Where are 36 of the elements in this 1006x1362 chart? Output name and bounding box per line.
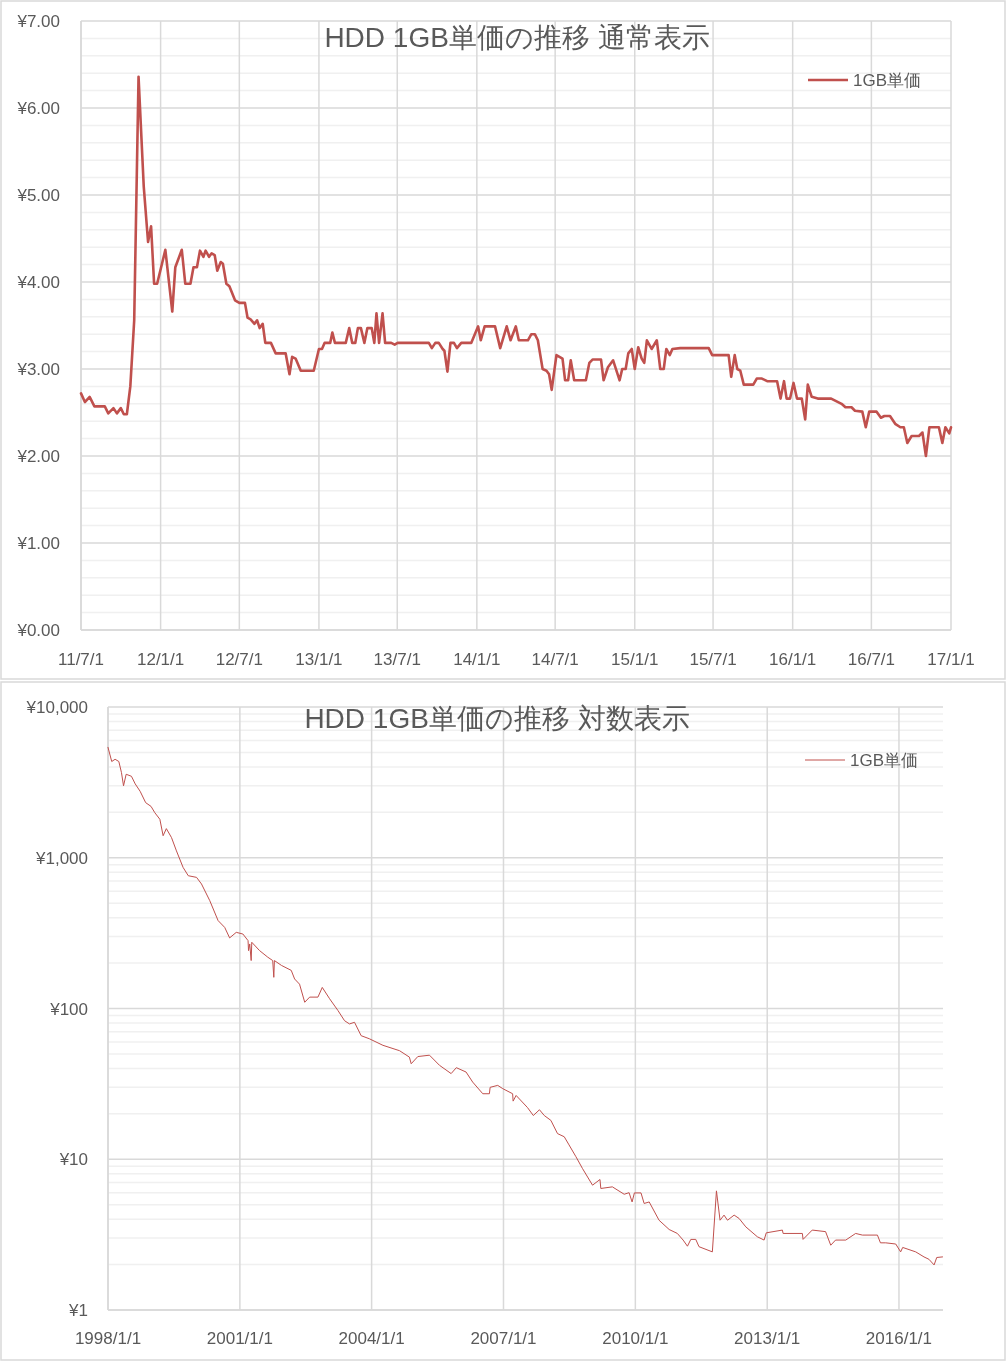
y-tick-label: ¥10 [58, 1150, 88, 1170]
x-tick-label: 15/1/1 [611, 650, 659, 669]
x-tick-label: 2007/1/1 [470, 1329, 537, 1348]
x-tick-label: 12/1/1 [136, 650, 185, 669]
y-tick-label: ¥6.00 [16, 99, 60, 118]
y-tick-label: ¥1,000 [35, 848, 88, 868]
x-tick-label: 14/1/1 [453, 650, 501, 669]
y-tick-label: ¥2.00 [16, 447, 60, 466]
x-tick-label: 2013/1/1 [734, 1329, 801, 1348]
x-tick-label: 14/7/1 [531, 650, 579, 669]
x-tick-label: 13/7/1 [373, 650, 421, 669]
x-tick-label: 2004/1/1 [338, 1329, 405, 1348]
x-tick-label: 13/1/1 [295, 650, 343, 669]
chart-title: HDD 1GB単価の推移 対数表示 [304, 703, 690, 734]
y-tick-label: ¥10,000 [25, 698, 88, 717]
y-tick-label: ¥1 [68, 1301, 88, 1320]
chart-title: HDD 1GB単価の推移 通常表示 [324, 22, 710, 53]
y-tick-label: ¥100 [49, 999, 88, 1019]
x-tick-label: 15/7/1 [689, 650, 737, 669]
x-tick-label: 2010/1/1 [602, 1329, 669, 1348]
x-tick-label: 17/1/1 [927, 650, 975, 669]
legend-label: 1GB単価 [850, 751, 919, 770]
x-tick-label: 2001/1/1 [206, 1329, 273, 1348]
y-tick-label: ¥3.00 [16, 360, 60, 379]
x-tick-label: 11/7/1 [57, 650, 105, 669]
x-tick-label: 1998/1/1 [74, 1329, 142, 1348]
x-tick-label: 16/7/1 [847, 650, 896, 669]
y-tick-label: ¥4.00 [16, 273, 60, 292]
y-tick-label: ¥7.00 [16, 12, 60, 31]
x-tick-label: 2016/1/1 [865, 1329, 933, 1348]
x-tick-label: 12/7/1 [215, 650, 263, 669]
y-tick-label: ¥0.00 [16, 621, 60, 640]
legend-label: 1GB単価 [853, 71, 922, 90]
x-tick-label: 16/1/1 [769, 650, 817, 669]
y-tick-label: ¥1.00 [16, 534, 60, 553]
y-tick-label: ¥5.00 [16, 186, 60, 205]
